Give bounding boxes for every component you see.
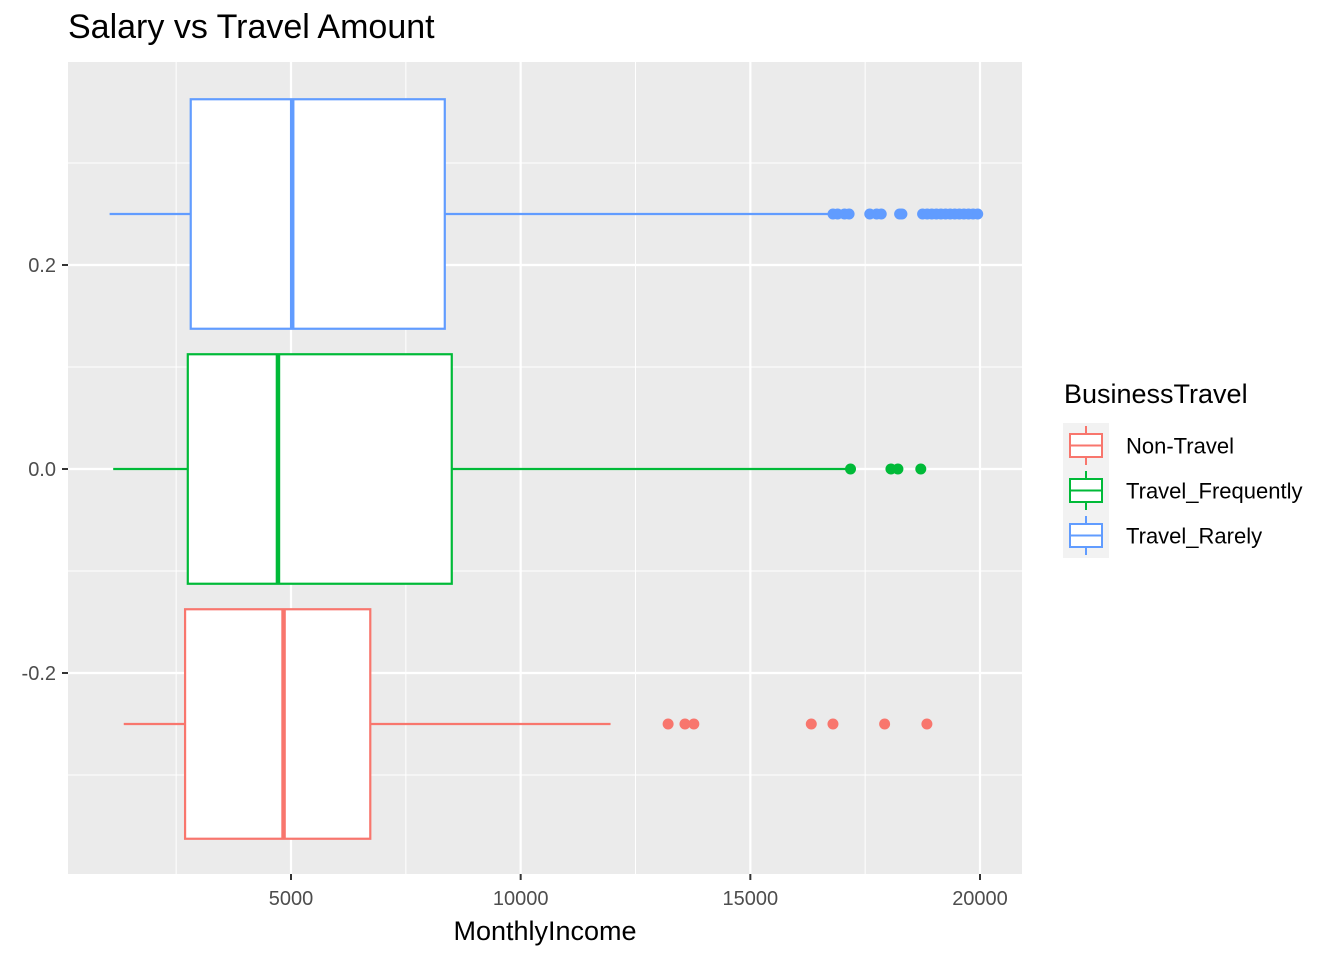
box xyxy=(186,353,453,585)
outlier-point xyxy=(827,718,839,730)
outlier-point xyxy=(875,208,887,220)
x-axis: 5000 10000 15000 20000 xyxy=(269,874,1008,910)
box xyxy=(189,98,446,330)
legend: BusinessTravel Non-Travel Travel_Frequent… xyxy=(1063,379,1302,558)
x-tick-label: 10000 xyxy=(493,888,549,910)
y-tick-label: 0.2 xyxy=(28,255,56,277)
y-tick-label: -0.2 xyxy=(22,663,56,685)
legend-item-travel-rarely: Travel_Rarely xyxy=(1063,513,1262,558)
outlier-point xyxy=(845,463,857,475)
boxplot-travel-rarely xyxy=(109,98,984,330)
x-axis-title: MonthlyIncome xyxy=(453,916,636,946)
legend-label: Travel_Frequently xyxy=(1126,479,1302,504)
outlier-point xyxy=(896,208,908,220)
legend-item-travel-frequently: Travel_Frequently xyxy=(1063,468,1302,513)
outlier-point xyxy=(662,718,674,730)
boxplot-travel-frequently xyxy=(113,353,927,585)
legend-item-non-travel: Non-Travel xyxy=(1063,423,1234,468)
box xyxy=(183,608,372,840)
chart-title: Salary vs Travel Amount xyxy=(68,8,435,46)
outlier-point xyxy=(972,208,984,220)
boxplots xyxy=(109,98,984,840)
outlier-point xyxy=(805,718,817,730)
outlier-point xyxy=(915,463,927,475)
legend-label: Travel_Rarely xyxy=(1126,524,1262,549)
x-tick-label: 20000 xyxy=(952,888,1008,910)
outlier-point xyxy=(688,718,700,730)
outlier-point xyxy=(892,463,904,475)
x-tick-label: 15000 xyxy=(723,888,779,910)
legend-title: BusinessTravel xyxy=(1064,379,1248,409)
outlier-point xyxy=(879,718,891,730)
boxplot-non-travel xyxy=(123,608,933,840)
x-tick-label: 5000 xyxy=(269,888,314,910)
y-axis: -0.2 0.0 0.2 xyxy=(22,255,68,685)
legend-label: Non-Travel xyxy=(1126,434,1234,459)
y-tick-label: 0.0 xyxy=(28,459,56,481)
outlier-point xyxy=(921,718,933,730)
outlier-point xyxy=(843,208,855,220)
outlier-point xyxy=(679,718,691,730)
